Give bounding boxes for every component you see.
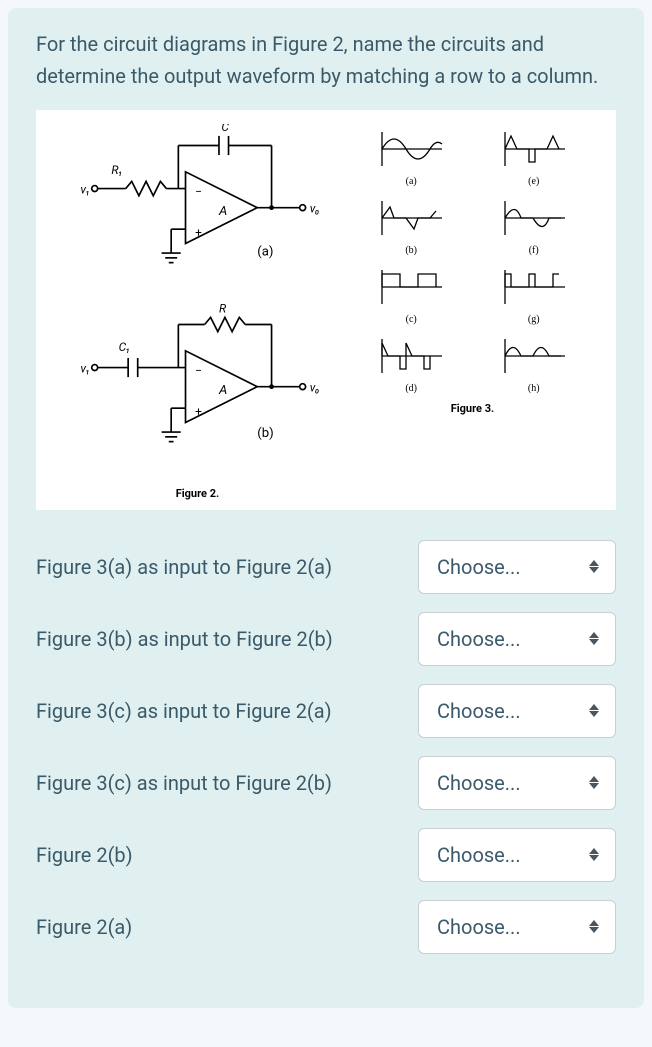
question-text: For the circuit diagrams in Figure 2, na… bbox=[36, 28, 616, 92]
figure-2: v₁ R₁ − + A bbox=[66, 124, 329, 500]
match-row: Figure 3(c) as input to Figure 2(b) Choo… bbox=[36, 756, 616, 810]
svg-text:v₀: v₀ bbox=[310, 201, 320, 215]
row-label: Figure 3(c) as input to Figure 2(b) bbox=[36, 768, 404, 798]
svg-text:+: + bbox=[195, 405, 202, 419]
sort-arrows-icon bbox=[589, 920, 599, 933]
svg-text:v₁: v₁ bbox=[80, 362, 90, 376]
waveform-e: (e) bbox=[481, 124, 586, 187]
row-label: Figure 2(a) bbox=[36, 912, 404, 942]
svg-text:v₀: v₀ bbox=[310, 381, 320, 395]
sort-arrows-icon bbox=[589, 776, 599, 789]
sort-arrows-icon bbox=[589, 560, 599, 573]
sort-arrows-icon bbox=[589, 632, 599, 645]
match-row: Figure 3(b) as input to Figure 2(b) Choo… bbox=[36, 612, 616, 666]
select-placeholder: Choose... bbox=[437, 843, 521, 867]
match-row: Figure 2(b) Choose... bbox=[36, 828, 616, 882]
question-card: For the circuit diagrams in Figure 2, na… bbox=[8, 8, 644, 1008]
select-placeholder: Choose... bbox=[437, 627, 521, 651]
svg-text:C: C bbox=[221, 124, 229, 134]
row-label: Figure 2(b) bbox=[36, 840, 404, 870]
figure-2-caption: Figure 2. bbox=[66, 487, 329, 500]
waveform-a: (a) bbox=[359, 124, 464, 187]
svg-text:(b): (b) bbox=[257, 426, 273, 441]
waveform-h: (h) bbox=[481, 331, 586, 394]
waveform-c: (c) bbox=[359, 262, 464, 325]
svg-text:R: R bbox=[219, 303, 227, 316]
figure-3-caption: Figure 3. bbox=[359, 402, 586, 415]
svg-text:−: − bbox=[195, 185, 202, 199]
svg-text:R₁: R₁ bbox=[111, 163, 122, 177]
circuit-b: v₁ C₁ − + A bbox=[66, 303, 329, 470]
waveform-b: (b) bbox=[359, 193, 464, 256]
waveform-g: (g) bbox=[481, 262, 586, 325]
choose-dropdown[interactable]: Choose... bbox=[418, 684, 616, 738]
select-placeholder: Choose... bbox=[437, 699, 521, 723]
svg-text:C₁: C₁ bbox=[119, 340, 131, 354]
choose-dropdown[interactable]: Choose... bbox=[418, 828, 616, 882]
svg-text:A: A bbox=[218, 383, 227, 398]
match-row: Figure 2(a) Choose... bbox=[36, 900, 616, 954]
svg-text:−: − bbox=[195, 364, 202, 378]
svg-text:v₁: v₁ bbox=[80, 182, 90, 196]
waveform-d: (d) bbox=[359, 331, 464, 394]
row-label: Figure 3(c) as input to Figure 2(a) bbox=[36, 696, 404, 726]
match-rows: Figure 3(a) as input to Figure 2(a) Choo… bbox=[36, 540, 616, 954]
circuit-a: v₁ R₁ − + A bbox=[66, 124, 329, 291]
svg-text:A: A bbox=[218, 204, 227, 219]
select-placeholder: Choose... bbox=[437, 771, 521, 795]
select-placeholder: Choose... bbox=[437, 555, 521, 579]
waveform-f: (f) bbox=[481, 193, 586, 256]
svg-text:+: + bbox=[195, 225, 202, 239]
figure-3: (a) (e) bbox=[359, 124, 586, 500]
match-row: Figure 3(a) as input to Figure 2(a) Choo… bbox=[36, 540, 616, 594]
sort-arrows-icon bbox=[589, 704, 599, 717]
select-placeholder: Choose... bbox=[437, 915, 521, 939]
choose-dropdown[interactable]: Choose... bbox=[418, 540, 616, 594]
figure-area: v₁ R₁ − + A bbox=[36, 110, 616, 510]
choose-dropdown[interactable]: Choose... bbox=[418, 612, 616, 666]
choose-dropdown[interactable]: Choose... bbox=[418, 900, 616, 954]
match-row: Figure 3(c) as input to Figure 2(a) Choo… bbox=[36, 684, 616, 738]
svg-text:(a): (a) bbox=[257, 244, 273, 259]
choose-dropdown[interactable]: Choose... bbox=[418, 756, 616, 810]
row-label: Figure 3(b) as input to Figure 2(b) bbox=[36, 624, 404, 654]
row-label: Figure 3(a) as input to Figure 2(a) bbox=[36, 552, 404, 582]
sort-arrows-icon bbox=[589, 848, 599, 861]
